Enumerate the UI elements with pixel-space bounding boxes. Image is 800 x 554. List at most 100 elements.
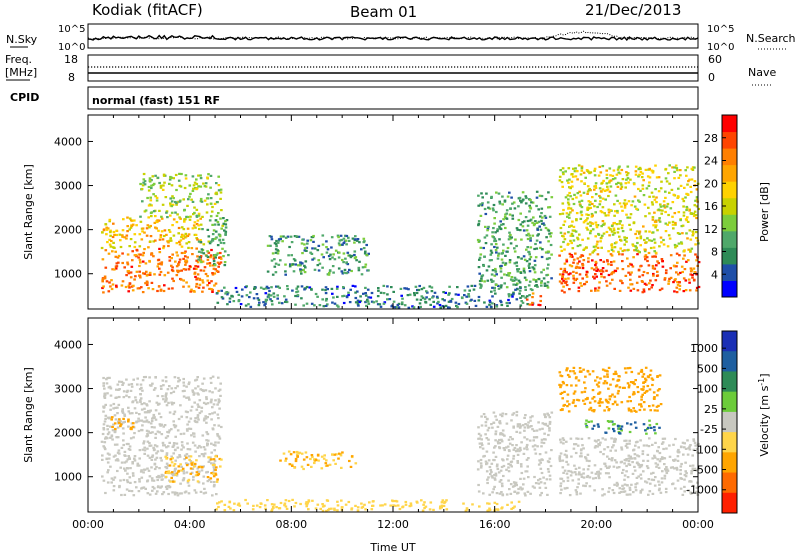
heatmap-cell xyxy=(654,279,658,282)
heatmap-cell xyxy=(104,437,107,440)
heatmap-cell xyxy=(340,238,343,242)
heatmap-cell xyxy=(155,445,159,448)
heatmap-cell xyxy=(566,476,570,479)
heatmap-cell xyxy=(688,480,691,483)
heatmap-cell xyxy=(611,278,614,281)
heatmap-cell xyxy=(208,287,211,290)
heatmap-cell xyxy=(223,261,227,264)
heatmap-cell xyxy=(612,372,616,376)
heatmap-cell xyxy=(644,379,648,382)
heatmap-cell xyxy=(349,256,353,259)
heatmap-cell xyxy=(503,215,507,219)
heatmap-cell xyxy=(690,167,694,170)
nsky-tick-top: 10^5 xyxy=(58,24,85,35)
heatmap-cell xyxy=(202,475,206,478)
heatmap-cell xyxy=(125,390,129,394)
heatmap-cell xyxy=(681,224,685,227)
heatmap-cell xyxy=(680,462,683,466)
heatmap-cell xyxy=(189,290,192,293)
heatmap-cell xyxy=(656,389,660,392)
heatmap-cell xyxy=(620,429,623,432)
heatmap-cell xyxy=(155,476,159,479)
heatmap-cell xyxy=(158,181,161,185)
heatmap-cell xyxy=(159,385,163,388)
heatmap-cell xyxy=(199,217,202,220)
heatmap-cell xyxy=(167,244,170,248)
heatmap-cell xyxy=(362,237,366,240)
heatmap-cell xyxy=(224,223,228,226)
heatmap-cell xyxy=(581,277,584,280)
heatmap-cell xyxy=(543,282,547,285)
heatmap-cell xyxy=(545,478,549,481)
heatmap-cell xyxy=(588,172,591,175)
heatmap-cell xyxy=(152,413,156,417)
heatmap-cell xyxy=(578,190,581,193)
heatmap-cell xyxy=(657,466,661,469)
heatmap-cell xyxy=(154,387,157,390)
heatmap-cell xyxy=(164,393,168,397)
heatmap-cell xyxy=(137,490,141,493)
heatmap-cell xyxy=(558,179,562,182)
heatmap-cell xyxy=(112,402,116,406)
heatmap-cell xyxy=(599,397,602,401)
heatmap-cell xyxy=(656,450,659,453)
heatmap-cell xyxy=(144,487,147,490)
heatmap-cell xyxy=(411,305,414,308)
heatmap-cell xyxy=(599,259,602,262)
heatmap-cell xyxy=(496,257,500,260)
colorbar-segment xyxy=(722,452,737,474)
heatmap-cell xyxy=(511,438,514,441)
heatmap-cell xyxy=(355,239,359,242)
heatmap-cell xyxy=(655,224,658,227)
heatmap-cell xyxy=(193,211,196,214)
heatmap-cell xyxy=(154,215,157,218)
heatmap-cell xyxy=(583,381,586,384)
heatmap-cell xyxy=(184,250,187,253)
heatmap-cell xyxy=(639,244,642,247)
heatmap-cell xyxy=(569,195,572,198)
heatmap-cell xyxy=(540,212,543,215)
colorbar-tick-label: -1000 xyxy=(686,484,718,497)
heatmap-cell xyxy=(293,259,297,262)
heatmap-cell xyxy=(473,299,477,302)
heatmap-cell xyxy=(486,478,489,481)
nsearch-label: N.Search xyxy=(746,32,796,45)
heatmap-cell xyxy=(505,446,508,449)
heatmap-cell xyxy=(635,281,639,284)
cpid-panel: CPID normal (fast) 151 RF xyxy=(10,86,699,110)
heatmap-cell xyxy=(626,382,630,385)
heatmap-cell xyxy=(559,169,562,172)
heatmap-cell xyxy=(483,280,486,283)
heatmap-cell xyxy=(217,398,221,401)
heatmap-cell xyxy=(585,280,588,283)
heatmap-cell xyxy=(170,205,174,208)
heatmap-cell xyxy=(625,236,628,240)
heatmap-cell xyxy=(212,475,216,478)
heatmap-cell xyxy=(222,222,226,225)
heatmap-cell xyxy=(683,485,686,488)
heatmap-cell xyxy=(276,241,280,244)
heatmap-cell xyxy=(159,235,163,239)
heatmap-cell xyxy=(508,261,512,264)
heatmap-cell xyxy=(603,380,607,383)
heatmap-cell xyxy=(177,417,181,421)
heatmap-cell xyxy=(141,260,145,263)
heatmap-cell xyxy=(284,236,288,239)
heatmap-cell xyxy=(440,504,444,507)
heatmap-cell xyxy=(342,301,346,305)
heatmap-cell xyxy=(207,478,211,482)
heatmap-cell xyxy=(644,215,647,218)
heatmap-cell xyxy=(180,278,183,281)
heatmap-cell xyxy=(129,219,133,222)
heatmap-cell xyxy=(108,220,111,223)
heatmap-cell xyxy=(154,418,158,421)
heatmap-cell xyxy=(607,466,610,469)
heatmap-cell xyxy=(529,239,532,242)
heatmap-cell xyxy=(276,249,279,252)
heatmap-cell xyxy=(265,285,269,288)
heatmap-cell xyxy=(531,303,534,306)
heatmap-cell xyxy=(326,499,330,502)
heatmap-cell xyxy=(588,401,592,404)
heatmap-cell xyxy=(642,270,646,274)
heatmap-cell xyxy=(196,261,200,264)
